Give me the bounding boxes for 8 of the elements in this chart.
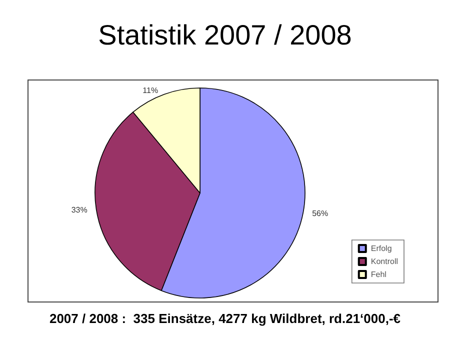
- legend-label: Erfolg: [370, 244, 392, 253]
- text: 2007 / 2008 : 335 Einsätze, 4277 kg Wildbret, rd.21‘000,-€: [49, 311, 401, 326]
- legend-label: Kontroll: [370, 257, 398, 266]
- data-label: 33%: [71, 206, 88, 215]
- chart-title: Statistik 2007 / 2008: [98, 20, 352, 50]
- data-label: 11%: [142, 86, 158, 95]
- data-label: 56%: [312, 208, 328, 218]
- legend-label: Fehl: [370, 270, 387, 279]
